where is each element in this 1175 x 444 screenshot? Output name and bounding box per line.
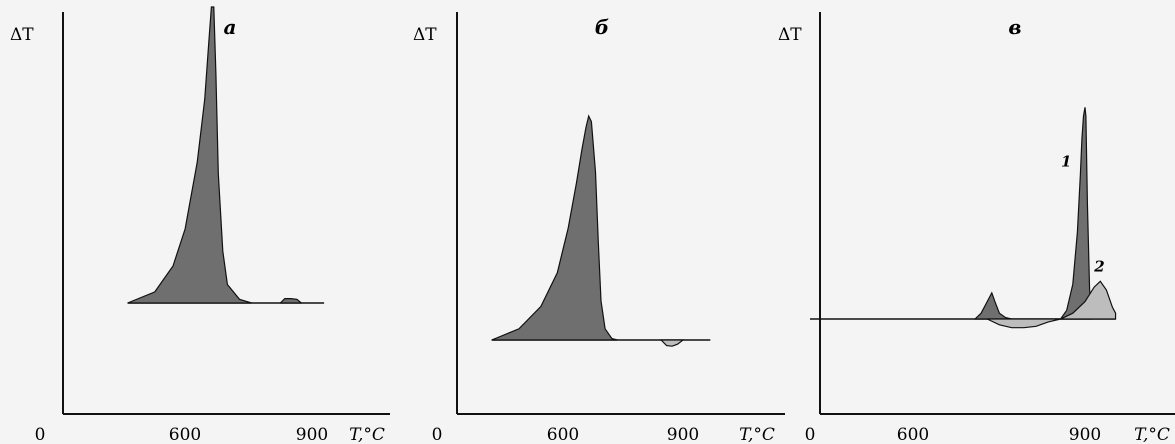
panel-a: а ΔT 0 600 900 T,°C — [10, 6, 390, 444]
panel-a-label: а — [224, 15, 237, 39]
panel-2-series-1-area — [491, 114, 618, 341]
panel-c-y-label: ΔT — [778, 25, 802, 45]
panel-2-series-2-area — [659, 339, 685, 347]
panel-c-tick-600: 600 — [897, 425, 929, 444]
panel-a-x-label: T,°C — [349, 425, 385, 444]
panel-b-tick-0: 0 — [432, 425, 443, 444]
panel-c: в ΔT 1 2 0 600 900 T,°C — [778, 12, 1175, 444]
curve-label-1: 1 — [1061, 153, 1071, 171]
panel-b-tick-600: 600 — [547, 425, 579, 444]
panel-c-label: в — [1008, 15, 1021, 39]
panel-3-series-1-minor-peak — [973, 291, 1012, 320]
panel-c-tick-0: 0 — [805, 425, 816, 444]
curve-label-2: 2 — [1093, 257, 1104, 275]
panel-c-x-label: T,°C — [1134, 425, 1170, 444]
panel-b-x-label: T,°C — [739, 425, 775, 444]
panel-a-tick-0: 0 — [35, 425, 46, 444]
panel-b-label: б — [595, 15, 609, 39]
panel-c-tick-900: 900 — [1069, 425, 1101, 444]
panel-a-y-label: ΔT — [10, 25, 34, 45]
panel-b-y-label: ΔT — [413, 25, 437, 45]
panel-a-tick-900: 900 — [296, 425, 328, 444]
panel-3-series-2-area — [986, 280, 1117, 329]
panel-1-series-1-area — [127, 6, 252, 304]
panel-b: б ΔT 0 600 900 T,°C — [413, 12, 785, 444]
panel-b-tick-900: 900 — [667, 425, 699, 444]
panel-a-tick-600: 600 — [169, 425, 201, 444]
panel-3-series-1-area — [1060, 107, 1094, 320]
panel-1-series-2-area — [279, 298, 302, 304]
